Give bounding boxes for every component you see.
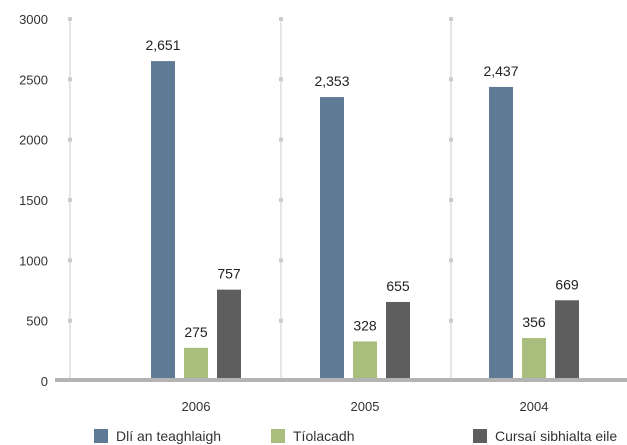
- y-tick-label: 2000: [19, 133, 48, 148]
- gridline-marker: [68, 137, 72, 142]
- x-tick-label: 2004: [520, 399, 549, 414]
- y-tick-label: 1500: [19, 193, 48, 208]
- legend-label: Cursaí sibhialta eile: [495, 428, 617, 444]
- gridline-marker: [449, 198, 453, 202]
- gridline-marker: [68, 77, 72, 82]
- bar: [184, 347, 208, 381]
- bar: [151, 61, 175, 381]
- category-separators: [68, 17, 453, 378]
- gridline-marker: [449, 137, 453, 142]
- data-label: 669: [555, 276, 579, 292]
- y-tick-label: 500: [26, 314, 48, 329]
- gridline-marker: [279, 137, 283, 142]
- x-axis-line: [55, 378, 627, 382]
- gridline-marker: [449, 318, 453, 323]
- data-label: 356: [522, 314, 546, 330]
- y-tick-label: 2500: [19, 72, 48, 87]
- gridline-marker: [279, 198, 283, 202]
- x-axis: 2006 2005 2004: [182, 399, 549, 414]
- legend-label: Tíolacadh: [293, 428, 354, 444]
- legend-label: Dlí an teaghlaigh: [116, 428, 221, 444]
- gridline-marker: [68, 318, 72, 323]
- legend: Dlí an teaghlaigh Tíolacadh Cursaí sibhial…: [94, 428, 617, 444]
- gridline-marker: [68, 258, 72, 263]
- data-label: 275: [184, 324, 208, 340]
- gridline-marker: [279, 318, 283, 323]
- x-tick-label: 2006: [182, 399, 211, 414]
- bar: [522, 338, 546, 381]
- bar: [353, 341, 377, 381]
- bar: [386, 301, 410, 381]
- gridline-marker: [449, 77, 453, 82]
- x-tick-label: 2005: [351, 399, 380, 414]
- gridline-marker: [68, 198, 72, 202]
- bar: [555, 300, 579, 381]
- gridline-marker: [68, 17, 72, 21]
- y-tick-label: 0: [41, 374, 48, 389]
- gridline-marker: [279, 77, 283, 82]
- gridline-marker: [279, 17, 283, 21]
- bar: [489, 86, 513, 381]
- y-axis: 0 500 1000 1500 2000 2500 3000: [19, 12, 48, 389]
- gridline-marker: [449, 258, 453, 263]
- bars: [151, 61, 579, 381]
- legend-swatch: [94, 429, 108, 443]
- gridline-marker: [449, 17, 453, 21]
- data-labels: 2,651 2,353 2,437 275 328 356 757 655 669: [145, 37, 578, 340]
- data-label: 2,353: [314, 73, 349, 89]
- gridline-marker: [279, 258, 283, 263]
- data-label: 2,437: [483, 63, 518, 79]
- data-label: 655: [386, 278, 410, 294]
- y-tick-label: 3000: [19, 12, 48, 27]
- y-tick-label: 1000: [19, 253, 48, 268]
- legend-swatch: [271, 429, 285, 443]
- data-label: 757: [217, 266, 241, 282]
- data-label: 328: [353, 317, 377, 333]
- bar: [320, 97, 344, 381]
- legend-swatch: [473, 429, 487, 443]
- bar: [217, 289, 241, 381]
- data-label: 2,651: [145, 37, 180, 53]
